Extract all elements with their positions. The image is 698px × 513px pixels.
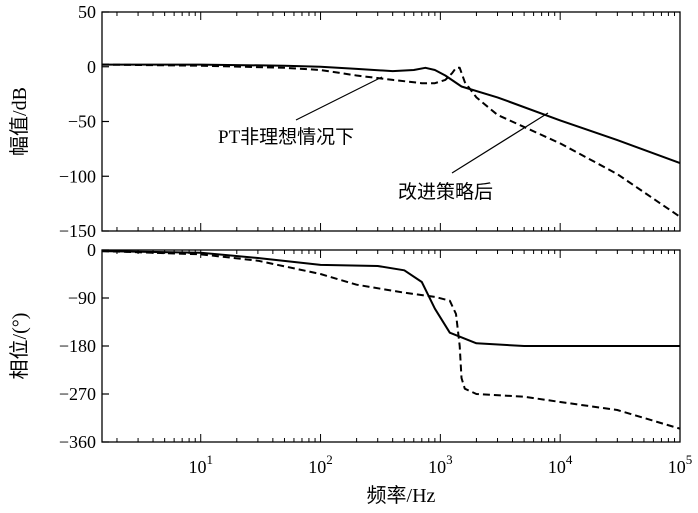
magnitude-ytick-label: −100 <box>59 166 96 186</box>
phase-ytick-label: −180 <box>59 336 96 356</box>
annotation-improved-leader <box>451 112 549 174</box>
magnitude-ytick-label: 50 <box>78 2 96 22</box>
magnitude-plot-frame <box>101 11 681 232</box>
phase-xlabel: 频率/Hz <box>367 484 436 507</box>
phase-xtick-label: 105 <box>668 452 693 477</box>
phase-ytick-label: 0 <box>87 240 96 260</box>
magnitude-ytick-label: −50 <box>68 112 96 132</box>
phase-xtick-label: 104 <box>548 452 573 477</box>
phase-series-pt-nonideal-line <box>101 250 681 430</box>
phase-xtick-label: 103 <box>428 452 453 477</box>
magnitude-series-pt-nonideal-line <box>101 63 681 218</box>
phase-xtick-label: 102 <box>308 452 333 477</box>
magnitude-series-improved-line <box>102 63 681 165</box>
annotation-pt-nonideal-label: PT非理想情况下 <box>218 126 354 148</box>
phase-series-improved-line <box>101 250 680 347</box>
phase-ylabel: 相位/(°) <box>8 313 31 380</box>
annotation-pt-nonideal-leader <box>295 76 383 121</box>
magnitude-ylabel: 幅值/dB <box>8 87 31 156</box>
annotation-improved-label: 改进策略后 <box>398 181 493 203</box>
phase-ytick-label: −90 <box>68 288 96 308</box>
annotation-layer: PT非理想情况下 改进策略后 <box>218 126 493 203</box>
phase-xtick-label: 101 <box>188 452 213 477</box>
magnitude-ytick-label: 0 <box>87 57 96 77</box>
phase-ytick-label: −270 <box>59 384 96 404</box>
magnitude-ytick-label: −150 <box>59 221 96 241</box>
phase-ytick-label: −360 <box>59 432 96 452</box>
